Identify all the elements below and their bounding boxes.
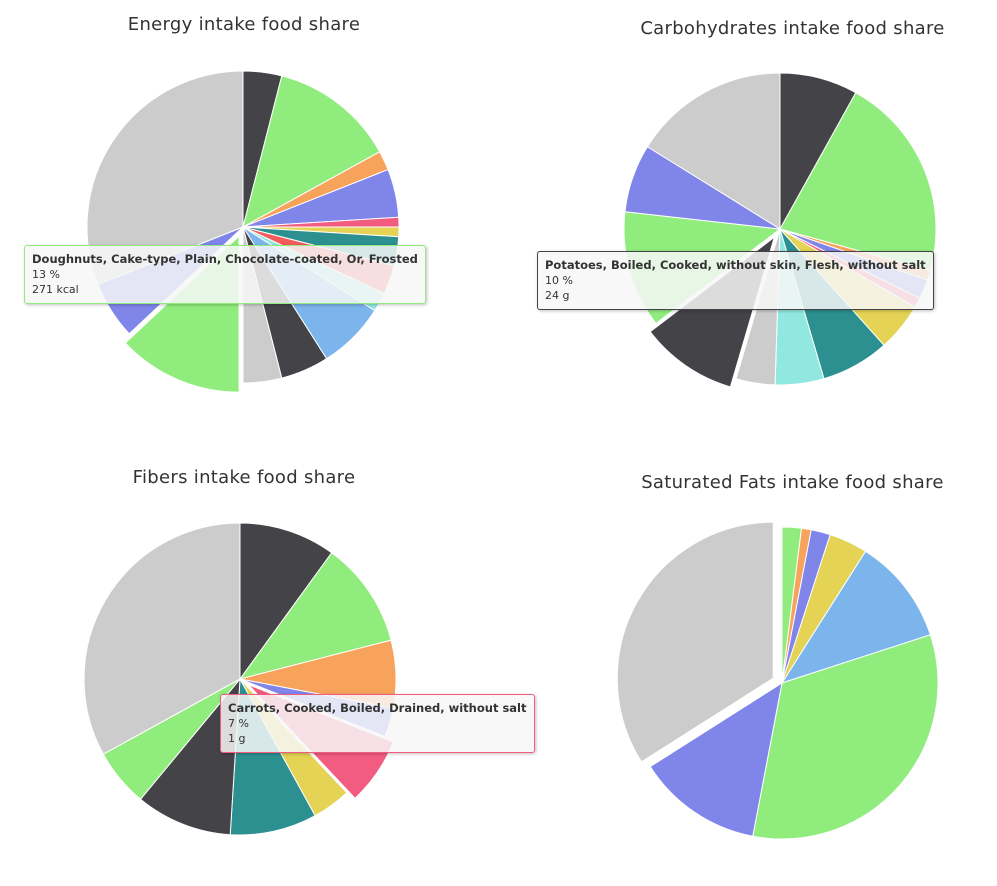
chart-title: Saturated Fats intake food share bbox=[641, 472, 944, 493]
tooltip-name: Doughnuts, Cake-type, Plain, Chocolate-c… bbox=[32, 252, 418, 266]
tooltip-value: 24 g bbox=[545, 289, 570, 302]
tooltip: Carrots, Cooked, Boiled, Drained, withou… bbox=[220, 694, 535, 753]
pie-slice[interactable] bbox=[752, 634, 939, 840]
pie-fibers bbox=[83, 522, 397, 836]
pie-slice[interactable] bbox=[781, 550, 931, 684]
tooltip-value: 1 g bbox=[228, 732, 246, 745]
tooltip-value: 271 kcal bbox=[32, 283, 79, 296]
pie-saturated-fats bbox=[616, 521, 939, 840]
chart-title: Carbohydrates intake food share bbox=[640, 18, 945, 39]
fibers-chart: Fibers intake food share Carrots, Cooked… bbox=[0, 443, 535, 886]
pie-slice[interactable] bbox=[779, 92, 937, 272]
pie-carbohydrates bbox=[623, 72, 937, 388]
chart-title: Fibers intake food share bbox=[132, 467, 356, 488]
pie-slice[interactable] bbox=[649, 682, 783, 837]
tooltip-name: Carrots, Cooked, Boiled, Drained, withou… bbox=[228, 701, 527, 715]
pie-slice[interactable] bbox=[83, 522, 241, 755]
energy-chart: Energy intake food share Doughnuts, Cake… bbox=[0, 0, 498, 440]
pie-slice[interactable] bbox=[616, 521, 774, 763]
tooltip-percent: 7 % bbox=[228, 717, 249, 730]
pie-energy bbox=[86, 70, 400, 393]
pie-slice[interactable] bbox=[239, 522, 333, 680]
tooltip: Doughnuts, Cake-type, Plain, Chocolate-c… bbox=[24, 245, 426, 304]
tooltip-percent: 13 % bbox=[32, 268, 60, 281]
pie-slice[interactable] bbox=[646, 72, 781, 230]
tooltip-percent: 10 % bbox=[545, 274, 573, 287]
tooltip-name: Potatoes, Boiled, Cooked, without skin, … bbox=[545, 258, 926, 272]
carbohydrates-chart: Carbohydrates intake food share Potatoes… bbox=[498, 0, 997, 440]
pie-slice[interactable] bbox=[239, 552, 392, 680]
pie-slice[interactable] bbox=[242, 75, 381, 228]
saturated-fats-chart: Saturated Fats intake food share bbox=[498, 443, 997, 886]
pie-slice[interactable] bbox=[140, 678, 241, 836]
tooltip: Potatoes, Boiled, Cooked, without skin, … bbox=[537, 251, 934, 310]
chart-title: Energy intake food share bbox=[127, 14, 361, 35]
